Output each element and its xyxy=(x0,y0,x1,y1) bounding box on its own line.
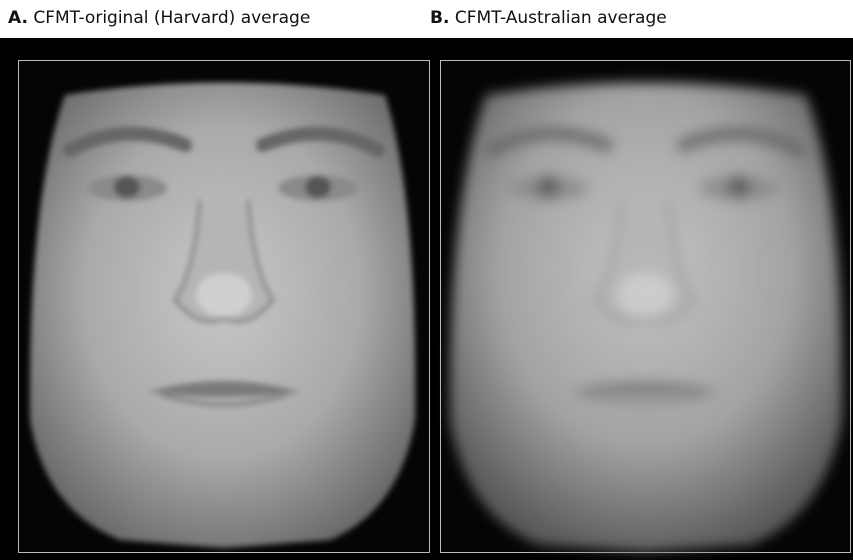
panel-b-caption: B. CFMT-Australian average xyxy=(430,8,667,28)
panel-letter: A. xyxy=(8,8,28,28)
panel-a-caption: A. CFMT-original (Harvard) average xyxy=(8,8,310,28)
page: A. CFMT-original (Harvard) average B. CF… xyxy=(0,0,853,560)
face-image-b xyxy=(441,61,851,553)
figure: A. CFMT-original (Harvard) average B. CF… xyxy=(0,0,853,560)
panel-letter: B. xyxy=(430,8,449,28)
panel-label: CFMT-original (Harvard) average xyxy=(33,8,310,28)
panel-label: CFMT-Australian average xyxy=(455,8,667,28)
face-image-a xyxy=(19,61,430,553)
